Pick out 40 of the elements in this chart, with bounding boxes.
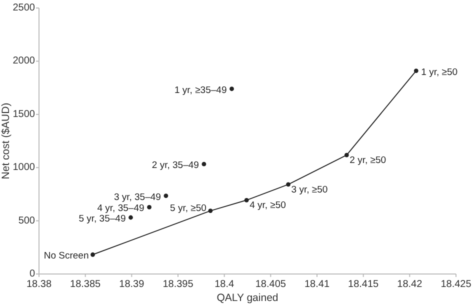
y-axis-title: Net cost ($AUD) — [0, 102, 12, 180]
point — [202, 162, 206, 166]
annotation: 4 yr, ≥50 — [250, 200, 286, 212]
annotation: 1 yr, ≥35–49 — [174, 84, 227, 96]
point — [90, 252, 95, 257]
annotation: No Screen — [44, 250, 89, 262]
x-tick-label: 18.415 — [348, 279, 380, 290]
annotation: 5 yr, ≥50 — [170, 202, 206, 214]
x-tick-label: 18.425 — [440, 279, 472, 290]
y-tick-label: 2500 — [12, 2, 36, 14]
y-tick-label: 1000 — [12, 162, 36, 174]
x-tick-label: 18.395 — [162, 279, 194, 290]
annotation: 2 yr, ≥50 — [350, 155, 386, 166]
point — [244, 198, 249, 202]
y-tick-label: 500 — [18, 215, 36, 226]
annotation: 1 yr, ≥50 — [421, 66, 458, 78]
point — [286, 182, 290, 187]
point — [164, 194, 168, 198]
point — [208, 208, 213, 213]
point — [230, 86, 234, 92]
point — [344, 152, 349, 158]
x-tick-label: 18.42 — [397, 279, 423, 290]
annotation: 2 yr, 35–49 — [152, 160, 199, 172]
x-tick-label: 18.4 — [214, 279, 234, 290]
x-tick-label: 18.405 — [255, 279, 286, 290]
y-tick-label: 1500 — [12, 108, 36, 120]
x-tick-label: 18.38 — [26, 279, 52, 290]
point — [414, 68, 418, 73]
x-axis-title: QALY gained — [216, 292, 278, 304]
annotation: 3 yr, 35–49 — [114, 192, 161, 203]
x-tick-label: 18.385 — [70, 279, 102, 290]
point — [147, 204, 152, 210]
annotation: 3 yr, ≥50 — [291, 184, 328, 196]
y-tick-label: 0 — [29, 268, 36, 280]
y-tick-label: 2000 — [12, 56, 36, 67]
x-tick-label: 18.41 — [304, 279, 330, 290]
annotation: 5 yr, 35–49 — [78, 214, 126, 224]
x-tick-label: 18.39 — [119, 279, 145, 290]
point — [128, 215, 133, 220]
annotation: 4 yr, 35–49 — [97, 203, 144, 214]
